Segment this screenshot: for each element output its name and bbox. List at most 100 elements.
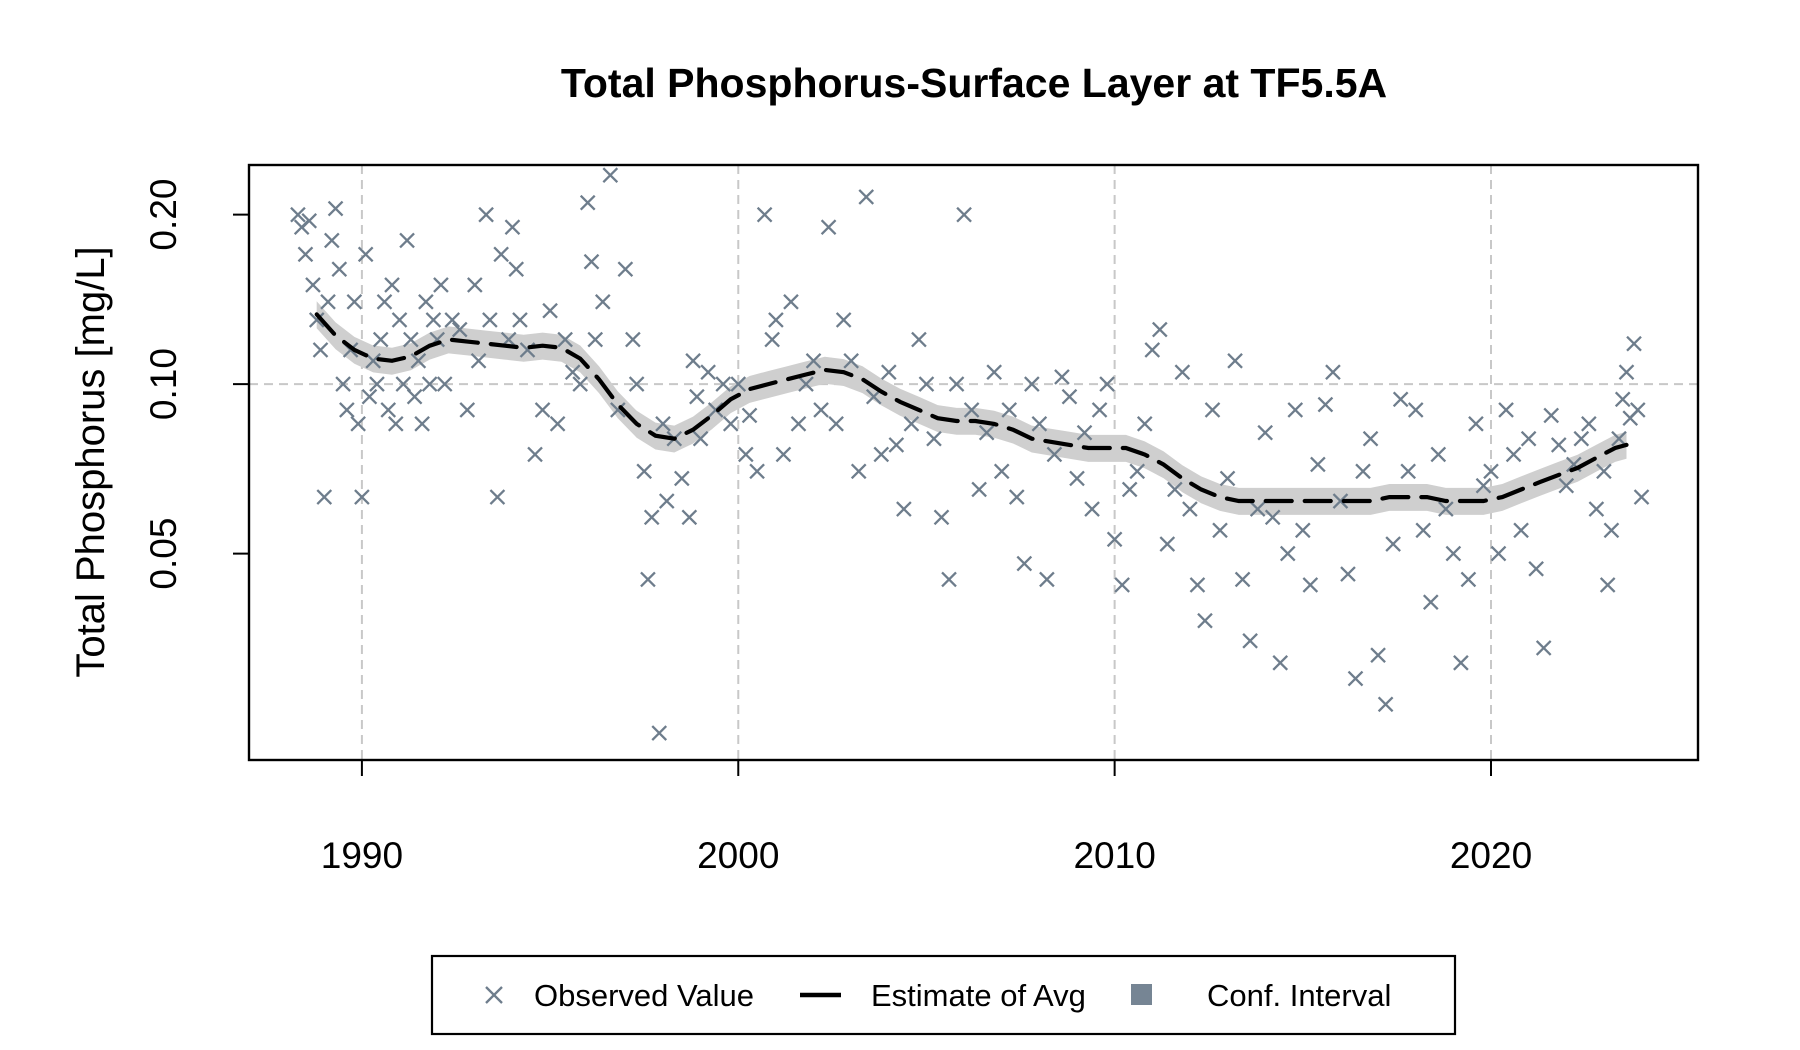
observed-point <box>858 189 875 205</box>
observed-point <box>1069 470 1085 487</box>
observed-point <box>1392 391 1409 408</box>
observed-point <box>365 353 382 369</box>
observed-point <box>1483 463 1499 480</box>
observed-point <box>357 246 374 263</box>
observed-point <box>707 402 724 418</box>
observed-point <box>1633 489 1650 505</box>
observed-point <box>399 232 415 249</box>
observed-point <box>1626 335 1642 352</box>
observed-point <box>828 416 844 432</box>
observed-point <box>655 416 671 432</box>
observed-point <box>308 312 325 328</box>
y-axis-label: Total Phosphorus [mg/L] <box>69 246 113 677</box>
observed-point <box>451 321 468 338</box>
observed-point <box>783 294 799 310</box>
observed-point <box>1189 577 1206 593</box>
observed-point <box>557 331 573 348</box>
observed-point <box>1385 536 1401 552</box>
plot-frame <box>247 163 1700 762</box>
observed-point <box>820 219 837 235</box>
observed-point <box>1596 463 1612 480</box>
observed-point <box>369 376 385 392</box>
observed-point <box>1016 555 1033 572</box>
observed-point <box>1629 402 1646 418</box>
observed-point <box>410 353 427 369</box>
observed-point <box>1279 545 1296 562</box>
observed-point <box>346 294 363 310</box>
observed-point <box>414 416 430 432</box>
observed-point <box>376 294 393 310</box>
observed-point <box>896 501 912 517</box>
observed-point <box>948 376 965 392</box>
observed-point <box>1257 424 1273 441</box>
observed-point <box>305 277 321 293</box>
observed-point <box>301 213 318 229</box>
y-tick-label: 0.20 <box>143 179 184 251</box>
observed-point <box>1001 402 1018 418</box>
legend-ci-label: Conf. Interval <box>1207 978 1391 1013</box>
observed-point <box>1520 430 1537 447</box>
observed-point <box>1614 391 1631 408</box>
observed-point <box>1295 522 1311 539</box>
observed-point <box>1422 594 1439 610</box>
observed-point <box>436 376 453 392</box>
observed-point <box>1528 560 1544 577</box>
observed-point <box>1535 640 1552 656</box>
observed-point <box>421 376 438 392</box>
observed-point <box>1167 481 1183 498</box>
observed-point <box>971 481 987 498</box>
observed-point <box>403 331 419 348</box>
observed-point <box>1099 376 1115 392</box>
legend-observed-icon <box>485 986 503 1004</box>
observed-point <box>1249 501 1266 517</box>
observed-point <box>911 331 927 348</box>
observed-point <box>433 277 449 293</box>
observed-point <box>459 402 476 418</box>
observed-point <box>681 509 698 526</box>
observed-point <box>482 312 498 328</box>
observed-point <box>418 294 434 310</box>
observed-point <box>1204 402 1221 418</box>
observed-point <box>361 388 378 405</box>
observed-point <box>881 364 897 381</box>
observed-point <box>651 725 668 741</box>
observed-point <box>1242 633 1258 649</box>
observed-point <box>978 424 995 441</box>
observed-point <box>1400 463 1417 480</box>
y-axis: 0.05 0.10 0.20 <box>143 179 249 590</box>
observed-point <box>963 402 980 418</box>
observed-point <box>1543 407 1560 424</box>
observed-point <box>903 416 920 432</box>
observed-point <box>512 312 528 328</box>
observed-point <box>312 342 329 358</box>
observed-point <box>1182 501 1198 517</box>
observed-point <box>1317 396 1334 413</box>
observed-point <box>768 312 784 328</box>
observed-point <box>1227 353 1243 369</box>
observed-point <box>1046 446 1063 463</box>
observed-point <box>993 463 1010 480</box>
observed-point <box>1362 430 1379 447</box>
observed-point <box>658 493 675 509</box>
observed-point <box>572 376 589 392</box>
observed-point <box>1490 545 1507 562</box>
observed-point <box>1151 321 1168 338</box>
observed-point <box>380 402 397 418</box>
observed-point <box>737 446 754 463</box>
observed-point <box>508 261 525 278</box>
observed-point <box>1407 402 1424 418</box>
observed-point <box>700 364 716 381</box>
observed-point <box>1031 416 1048 432</box>
observed-point <box>636 463 652 480</box>
observed-point <box>1008 489 1025 505</box>
observed-point <box>617 261 634 278</box>
observed-point <box>625 331 641 348</box>
observed-point <box>335 376 351 392</box>
observed-point <box>689 388 705 405</box>
estimate-avg-line <box>314 312 1629 504</box>
observed-point <box>587 331 604 348</box>
chart-title: Total Phosphorus-Surface Layer at TF5.5A <box>561 60 1387 106</box>
legend-observed-label: Observed Value <box>534 978 754 1013</box>
x-tick-label: 2010 <box>1073 835 1155 876</box>
observed-point <box>1159 536 1176 552</box>
